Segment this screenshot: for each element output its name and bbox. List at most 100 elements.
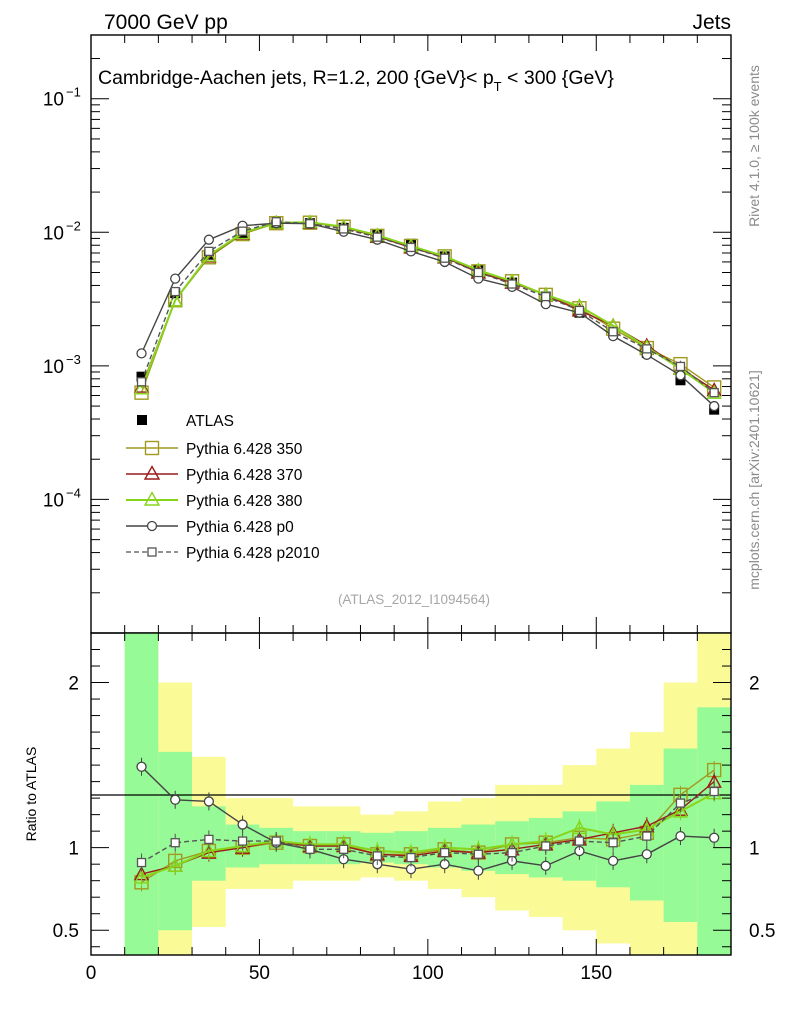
ratio-point-p0 <box>203 796 215 807</box>
ratio-x-tick-label: 100 <box>412 963 444 984</box>
ratio-point-py380 <box>167 857 183 873</box>
main-point-p2010 <box>709 388 719 398</box>
main-point-p2010 <box>507 279 517 289</box>
ratio-point-p2010 <box>541 841 551 851</box>
legend-marker-py370 <box>143 465 161 480</box>
legend-marker-atlas <box>137 415 147 425</box>
ratio-point-py380 <box>133 869 150 884</box>
ratio-point-p0 <box>170 794 181 805</box>
ratio-point-p0 <box>607 855 619 867</box>
ratio-point-p2010 <box>574 836 585 846</box>
mcplots-label: mcplots.cern.ch [arXiv:2401.10621] <box>746 370 762 589</box>
main-line-p0 <box>140 222 715 407</box>
ratio-point-p0 <box>237 819 248 830</box>
main-point-p2010 <box>642 344 652 354</box>
ratio-point-p2010 <box>136 857 147 868</box>
legend-marker-py380 <box>143 491 161 506</box>
legend-label-p0: Pythia 6.428 p0 <box>186 519 294 536</box>
main-point-p2010 <box>170 286 180 297</box>
main-point-p0 <box>170 273 181 284</box>
ratio-y-tick-label-left: 0.5 <box>53 921 79 942</box>
ratio-tick-labels: 0 50 100 150 0.5 0.5 1 1 2 2 <box>53 674 776 984</box>
ratio-x-tick-label: 50 <box>249 963 270 984</box>
main-y-tick-label: 10 −4 <box>43 485 81 511</box>
ratio-point-p2010 <box>338 844 349 854</box>
main-point-p0 <box>203 234 215 245</box>
main-point-p2010 <box>608 327 618 337</box>
ratio-point-p2010 <box>642 831 652 841</box>
ratio-point-p0 <box>473 865 484 876</box>
legend-label-py380: Pythia 6.428 380 <box>186 493 303 510</box>
main-point-p2010 <box>574 305 585 316</box>
main-line-py370 <box>140 221 715 391</box>
ratio-point-p2010 <box>709 786 719 797</box>
ratio-point-p2010 <box>170 838 180 848</box>
main-line-p2010 <box>140 221 715 394</box>
main-point-p0 <box>136 348 147 359</box>
main-series-layer <box>133 214 722 415</box>
ratio-panel-frame <box>90 632 732 956</box>
ratio-series-layer <box>133 757 722 892</box>
main-point-p2010 <box>473 267 484 278</box>
main-point-py380 <box>167 292 183 307</box>
main-point-p2010 <box>406 242 416 253</box>
ratio-point-p2010 <box>440 847 450 858</box>
ratio-point-p2010 <box>305 844 315 854</box>
ratio-point-p2010 <box>204 834 214 845</box>
ratio-point-p0 <box>641 849 652 860</box>
legend-label-py370: Pythia 6.428 370 <box>186 467 303 484</box>
main-point-p2010 <box>541 291 551 302</box>
main-title: Cambridge-Aachen jets, R=1.2, 200 {GeV}<… <box>98 67 614 94</box>
ratio-y-axis-label: Ratio to ATLAS <box>23 747 39 842</box>
main-point-p2010 <box>204 246 214 257</box>
ratio-point-p0 <box>709 832 720 843</box>
main-point-py380 <box>133 380 150 395</box>
ratio-point-p2010 <box>372 851 382 861</box>
ratio-point-py380 <box>201 842 217 858</box>
legend-label-atlas: ATLAS <box>186 413 234 430</box>
main-point-data <box>136 371 147 382</box>
ratio-y-tick-label-left: 2 <box>68 674 79 695</box>
ratio-point-p2010 <box>473 849 484 859</box>
ratio-point-p2010 <box>271 836 281 846</box>
ratio-point-py380 <box>672 803 689 818</box>
main-point-p0 <box>675 370 686 381</box>
main-y-tick-label: 10 −1 <box>43 85 81 111</box>
main-point-p0 <box>709 400 720 412</box>
main-point-p2010 <box>271 217 281 227</box>
main-point-p2010 <box>136 377 147 387</box>
main-line-py350 <box>140 221 715 393</box>
ratio-point-p2010 <box>406 852 416 863</box>
main-point-p2010 <box>338 224 349 234</box>
legend: ATLAS Pythia 6.428 350 Pythia 6.428 370 … <box>126 413 320 562</box>
main-y-tick-label: 10 −2 <box>43 218 81 244</box>
analysis-label: (ATLAS_2012_I1094564) <box>338 592 490 607</box>
legend-marker-p2010 <box>147 547 157 557</box>
main-line-py380 <box>140 221 715 394</box>
ratio-y-tick-label-right: 2 <box>749 674 760 695</box>
legend-marker-p0 <box>146 520 158 532</box>
ratio-uncertainty-bands <box>124 633 731 955</box>
ratio-line-py380 <box>141 792 715 879</box>
main-y-tick-label: 10 −3 <box>43 352 81 378</box>
ratio-point-p2010 <box>675 798 686 808</box>
legend-marker-py350 <box>144 440 160 456</box>
ratio-point-p0 <box>136 761 147 772</box>
rivet-label: Rivet 4.1.0, ≥ 100k events <box>746 65 762 227</box>
main-point-p2010 <box>372 232 382 242</box>
ratio-y-tick-label-left: 1 <box>68 839 79 860</box>
legend-label-py350: Pythia 6.428 350 <box>186 441 303 458</box>
main-point-p2010 <box>237 226 248 236</box>
ratio-line-p0 <box>141 766 715 872</box>
legend-label-p2010: Pythia 6.428 p2010 <box>186 545 320 562</box>
ratio-point-p2010 <box>507 847 517 858</box>
ratio-point-p0 <box>540 860 551 871</box>
main-point-p2010 <box>305 219 315 229</box>
ratio-x-tick-label: 150 <box>580 963 612 984</box>
main-point-p2010 <box>440 253 450 263</box>
header-left: 7000 GeV pp <box>104 11 228 34</box>
ratio-band-green <box>124 633 159 955</box>
ratio-y-tick-label-right: 0.5 <box>749 921 775 942</box>
main-point-p2010 <box>675 361 686 372</box>
